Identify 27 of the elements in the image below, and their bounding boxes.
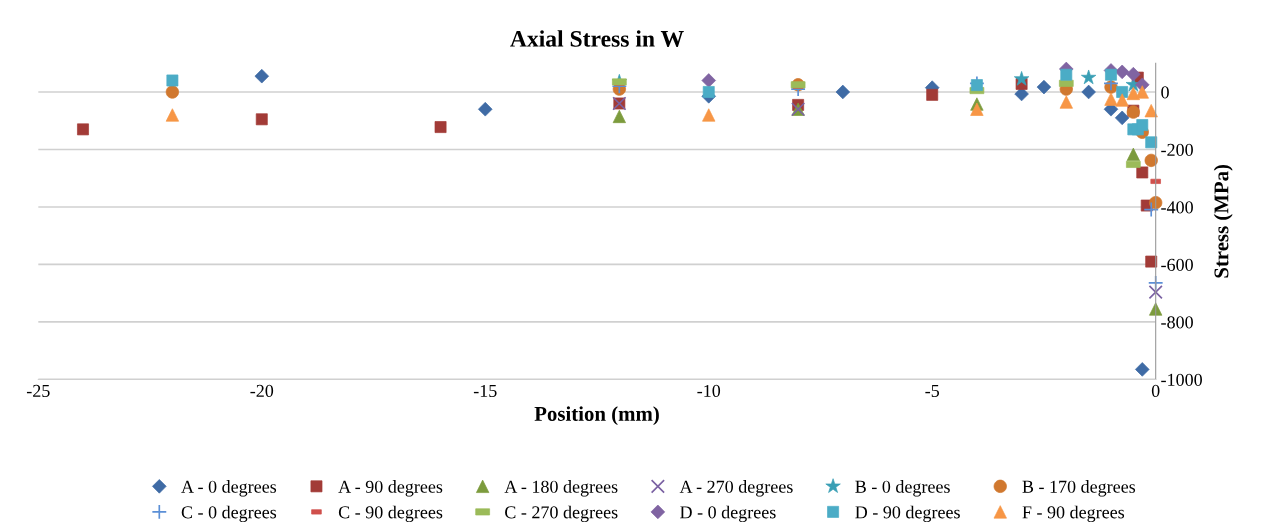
y-tick-label: -400 [1161,201,1193,214]
x-tick-label: -20 [250,384,274,398]
legend-label: C - 270 degrees [505,505,618,523]
legend-label: F - 90 degrees [1022,505,1125,523]
legend-label: B - 0 degrees [855,480,950,497]
y-tick-label: -800 [1161,316,1193,329]
y-tick-label: -200 [1161,143,1193,156]
legend-label: C - 90 degrees [338,505,443,523]
chart-title: Axial Stress in W [510,30,684,47]
y-axis-title: Stress (MPa) [1213,164,1233,278]
legend-label: A - 270 degrees [679,480,793,497]
x-tick-label: -25 [26,384,50,398]
x-tick-label: -15 [473,384,497,398]
legend-label: A - 0 degrees [181,480,277,497]
legend-label: D - 90 degrees [855,505,960,523]
legend-label: D - 0 degrees [680,505,776,523]
x-axis-title: Position (mm) [534,406,659,426]
legend-label: A - 90 degrees [338,480,443,497]
y-tick-label: -600 [1161,258,1193,271]
y-tick-label: 0 [1161,86,1169,99]
x-tick-label: -5 [925,385,940,398]
legend-label: B - 170 degrees [1022,480,1136,497]
legend-label: A - 180 degrees [504,480,618,497]
legend-label: C - 0 degrees [181,505,277,523]
x-tick-label: -10 [697,384,721,398]
y-tick-label: -1000 [1161,373,1202,386]
x-tick-label: 0 [1151,384,1160,398]
